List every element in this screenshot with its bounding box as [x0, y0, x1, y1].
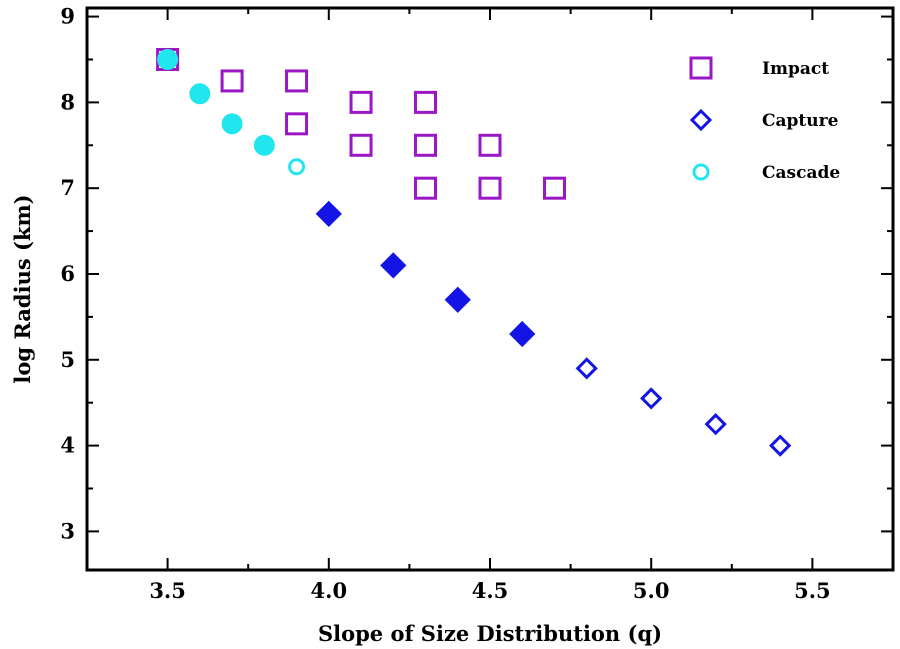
x-tick-label: 3.5 [149, 578, 186, 603]
legend-cascade-label: Cascade [762, 163, 840, 183]
cascade-point [189, 83, 211, 105]
legend-impact-label: Impact [762, 59, 829, 79]
y-axis-ticks: 3 4 5 6 7 8 9 [60, 4, 893, 543]
x-tick-label: 4.0 [311, 578, 348, 603]
impact-point [285, 69, 309, 93]
capture-point [769, 434, 792, 457]
y-tick-label: 5 [60, 347, 75, 372]
capture-point [315, 200, 342, 228]
legend-cascade-marker [692, 163, 710, 181]
y-axis-title: log Radius (km) [10, 194, 35, 383]
y-tick-label: 8 [60, 89, 75, 114]
capture-point [704, 413, 727, 436]
cascade-point [157, 48, 179, 70]
impact-point [349, 90, 373, 114]
y-tick-label: 4 [60, 433, 75, 458]
y-tick-label: 9 [60, 4, 75, 29]
capture-point [444, 286, 471, 313]
impact-point [542, 176, 566, 200]
legend: Impact Capture Cascade [689, 56, 840, 183]
x-tick-label: 5.0 [633, 578, 670, 603]
x-tick-label: 5.5 [794, 578, 831, 603]
plot-frame [85, 6, 895, 572]
capture-point [640, 387, 663, 410]
impact-point [349, 133, 373, 157]
cascade-point [253, 134, 275, 156]
impact-point [414, 90, 438, 114]
impact-point [478, 176, 502, 200]
cascade-point [221, 113, 243, 135]
impact-point [285, 112, 309, 136]
y-tick-label: 3 [60, 518, 75, 543]
legend-capture-marker [689, 108, 713, 132]
legend-impact-marker [689, 56, 713, 80]
capture-point [575, 357, 598, 380]
impact-point [220, 69, 244, 93]
legend-capture-label: Capture [762, 111, 839, 131]
impact-point [478, 133, 502, 157]
y-tick-label: 7 [60, 175, 75, 200]
capture-point [380, 252, 407, 279]
x-axis-title: Slope of Size Distribution (q) [318, 621, 662, 646]
data-markers [156, 47, 792, 457]
y-tick-label: 6 [60, 261, 75, 286]
impact-point [414, 133, 438, 157]
x-tick-label: 4.5 [472, 578, 509, 603]
impact-point [414, 176, 438, 200]
cascade-point [288, 158, 306, 176]
x-axis-ticks: 3.5 4.0 4.5 5.0 5.5 [149, 8, 894, 603]
capture-point [509, 320, 536, 348]
